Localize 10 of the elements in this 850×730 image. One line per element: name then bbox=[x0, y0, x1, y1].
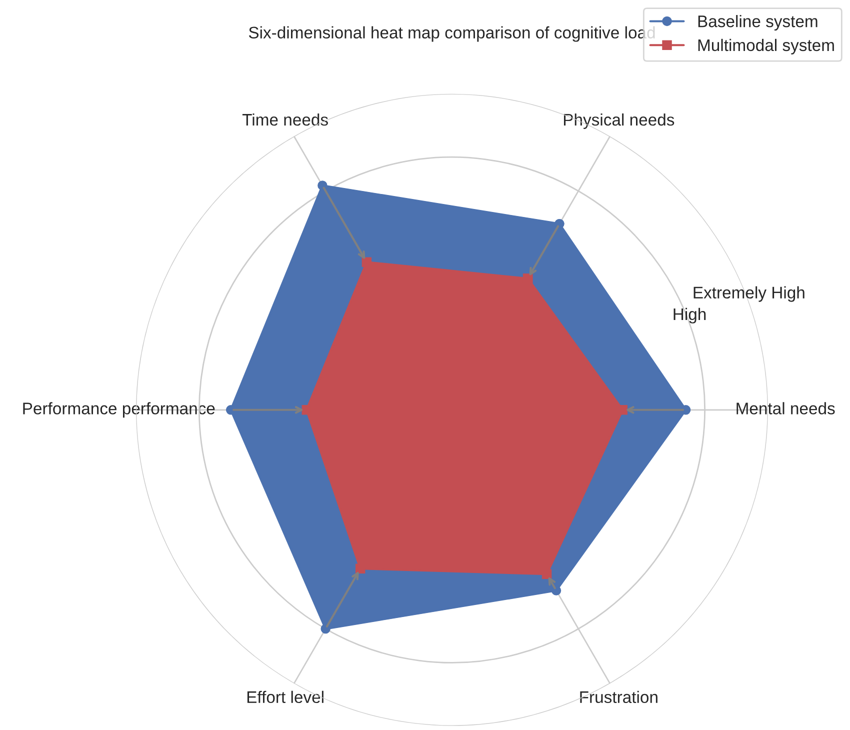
spoke-label: Effort level bbox=[247, 690, 324, 704]
spoke-label: Mental needs bbox=[736, 402, 835, 414]
legend-label: Baseline system bbox=[698, 15, 818, 31]
spoke-label: Physical needs bbox=[564, 113, 674, 129]
spoke-label: Performance performance bbox=[23, 402, 215, 418]
legend-label: Multimodal system bbox=[698, 38, 834, 54]
y-tick-label: Extremely High bbox=[694, 286, 804, 302]
spoke-label: Time needs bbox=[242, 113, 328, 126]
y-tick-label: High bbox=[674, 308, 706, 324]
spoke-label: Frustration bbox=[580, 690, 658, 704]
